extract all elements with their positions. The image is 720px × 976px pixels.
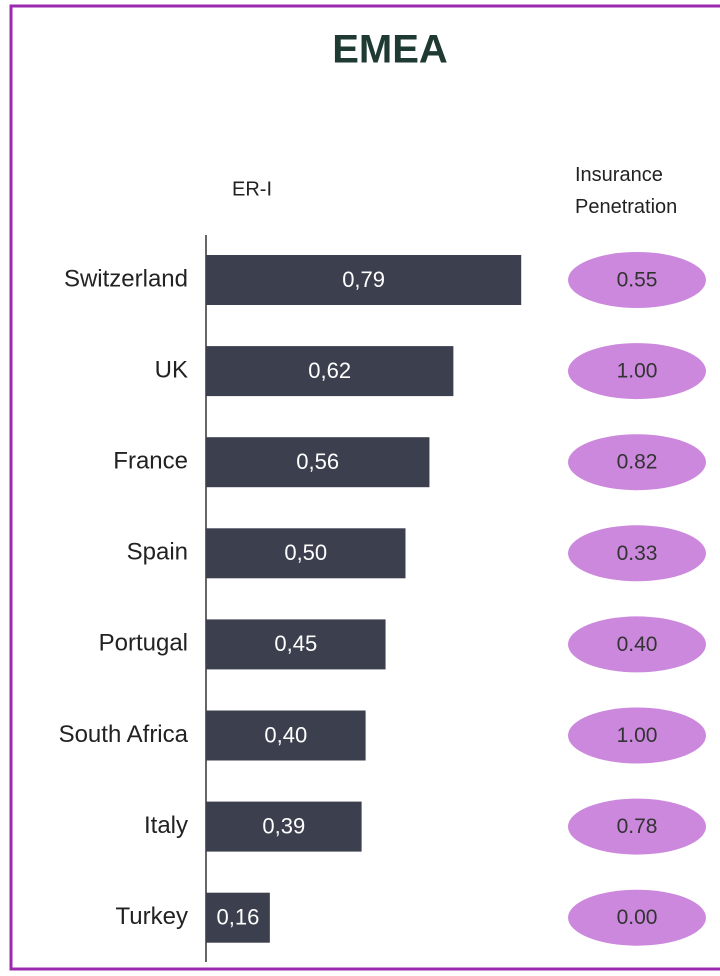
bar [206, 619, 386, 670]
penetration-badge [568, 798, 706, 855]
penetration-badge [568, 343, 706, 400]
penetration-badge [568, 252, 706, 308]
penetration-badge [568, 707, 706, 764]
penetration-badge [568, 434, 706, 491]
frame [9, 4, 720, 971]
bar [206, 710, 366, 761]
bar [206, 892, 270, 943]
penetration-value-label: 0.40 [617, 633, 658, 656]
bar-value-label: 0,50 [284, 540, 327, 565]
category-label: Portugal [99, 630, 188, 657]
penetration-value-label: 1.00 [617, 724, 658, 747]
penetration-value-label: 0.82 [617, 451, 658, 474]
bar [206, 255, 522, 305]
category-label: Switzerland [64, 265, 188, 292]
category-label: Spain [127, 539, 188, 566]
category-label: UK [155, 356, 188, 383]
category-label: Italy [144, 812, 188, 839]
category-label: South Africa [59, 721, 189, 748]
penetration-value-label: 0.33 [617, 542, 658, 565]
series-header: Insurance Penetration [575, 164, 678, 218]
penetration-badge [568, 525, 706, 582]
penetration-badge [568, 616, 706, 673]
penetration-value-label: 0.55 [617, 269, 658, 292]
bar [206, 801, 362, 852]
chart-title: EMEA [332, 28, 448, 72]
bar-value-label: 0,40 [264, 722, 307, 747]
category-label: France [113, 448, 188, 475]
penetration-value-label: 0.78 [617, 815, 658, 838]
category-label: Turkey [116, 903, 188, 930]
series-header-box: Insurance Penetration [575, 164, 678, 218]
bar-value-label: 0,16 [217, 905, 260, 930]
bar-value-label: 0,79 [342, 267, 385, 292]
bar [206, 346, 454, 397]
penetration-badge [568, 889, 706, 946]
bar-value-label: 0,39 [262, 813, 305, 838]
bar-value-label: 0,62 [308, 358, 351, 383]
bar [206, 437, 430, 488]
bar-value-label: 0,56 [296, 449, 339, 474]
penetration-value-label: 0.00 [617, 906, 658, 929]
series-header: ER-I [232, 178, 272, 200]
bar [206, 528, 406, 579]
bar-value-label: 0,45 [274, 631, 317, 656]
penetration-value-label: 1.00 [617, 360, 658, 383]
